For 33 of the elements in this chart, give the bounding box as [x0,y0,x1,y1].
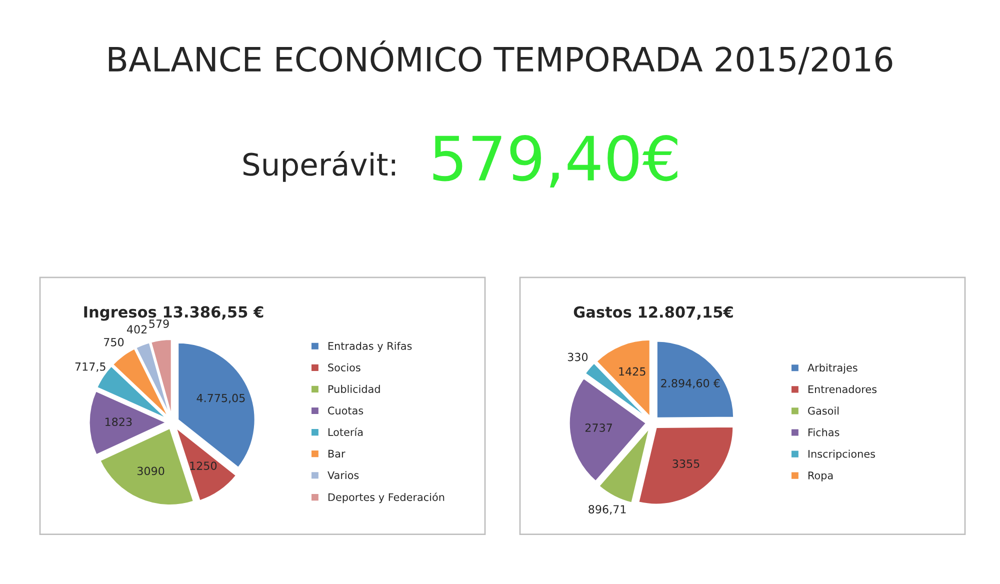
text: Superávit: [243,151,395,182]
legend-label: Lotería [328,428,363,436]
legend-label: Bar [328,450,346,458]
text: BALANCE ECONÓMICO TEMPORADA 2015/2016 [108,40,892,74]
chart-title: Gastos 12.807,15€ [574,306,733,320]
legend-label: Inscripciones [808,450,876,460]
legend-label: Arbitrajes [808,364,858,374]
data-label: 2737 [585,424,612,432]
legend-label: Fichas [808,428,840,436]
data-label: 4.775,05 [196,394,245,404]
legend-label: Ropa [808,472,833,482]
data-label: 1425 [619,367,646,376]
legend-label: Varios [328,471,359,480]
data-label: 330 [568,352,588,362]
data-label: 1823 [105,418,132,426]
data-label: 3355 [672,459,700,468]
data-label: 3090 [138,466,164,476]
data-label: 896,71 [588,505,626,515]
legend-label: Entradas y Rifas [328,342,412,352]
data-label: 579 [149,320,169,328]
legend-label: Cuotas [328,406,364,415]
data-label: 402 [126,325,147,334]
legend-label: Gasoil [808,406,839,415]
data-label: 2.894,60 € [661,378,720,389]
data-label: 1250 [190,462,217,470]
text: 579,40€ [433,135,678,188]
legend-label: Publicidad [328,384,380,393]
data-label: 717,5 [75,362,106,372]
chart-title: Ingresos 13.386,55 € [84,306,264,321]
legend-label: Socios [328,363,360,372]
legend-label: Deportes y Federación [328,492,444,504]
legend-label: Entrenadores [808,385,877,394]
data-label: 750 [104,338,124,346]
